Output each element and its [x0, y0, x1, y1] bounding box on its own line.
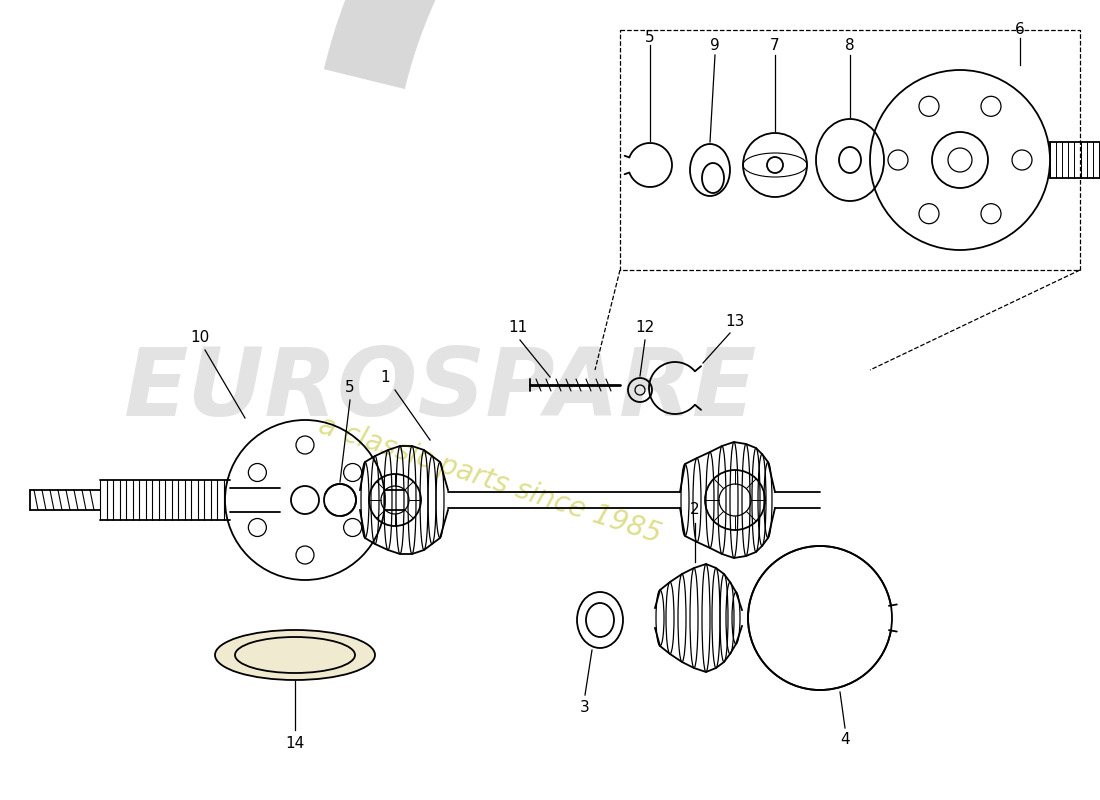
Text: 9: 9	[711, 38, 719, 53]
Text: 14: 14	[285, 735, 305, 750]
Text: 10: 10	[190, 330, 210, 345]
Ellipse shape	[214, 630, 375, 680]
Text: 13: 13	[725, 314, 745, 330]
Text: 5: 5	[646, 30, 654, 46]
Text: EUROSPARE: EUROSPARE	[123, 344, 757, 436]
Text: 11: 11	[508, 321, 528, 335]
Text: 3: 3	[580, 701, 590, 715]
Text: 7: 7	[770, 38, 780, 53]
Text: 8: 8	[845, 38, 855, 53]
Text: 4: 4	[840, 733, 850, 747]
Text: 12: 12	[636, 319, 654, 334]
Text: 5: 5	[345, 381, 355, 395]
Text: 2: 2	[690, 502, 700, 518]
Text: a classic parts since 1985: a classic parts since 1985	[315, 411, 664, 549]
Text: 6: 6	[1015, 22, 1025, 38]
Text: 1: 1	[381, 370, 389, 386]
